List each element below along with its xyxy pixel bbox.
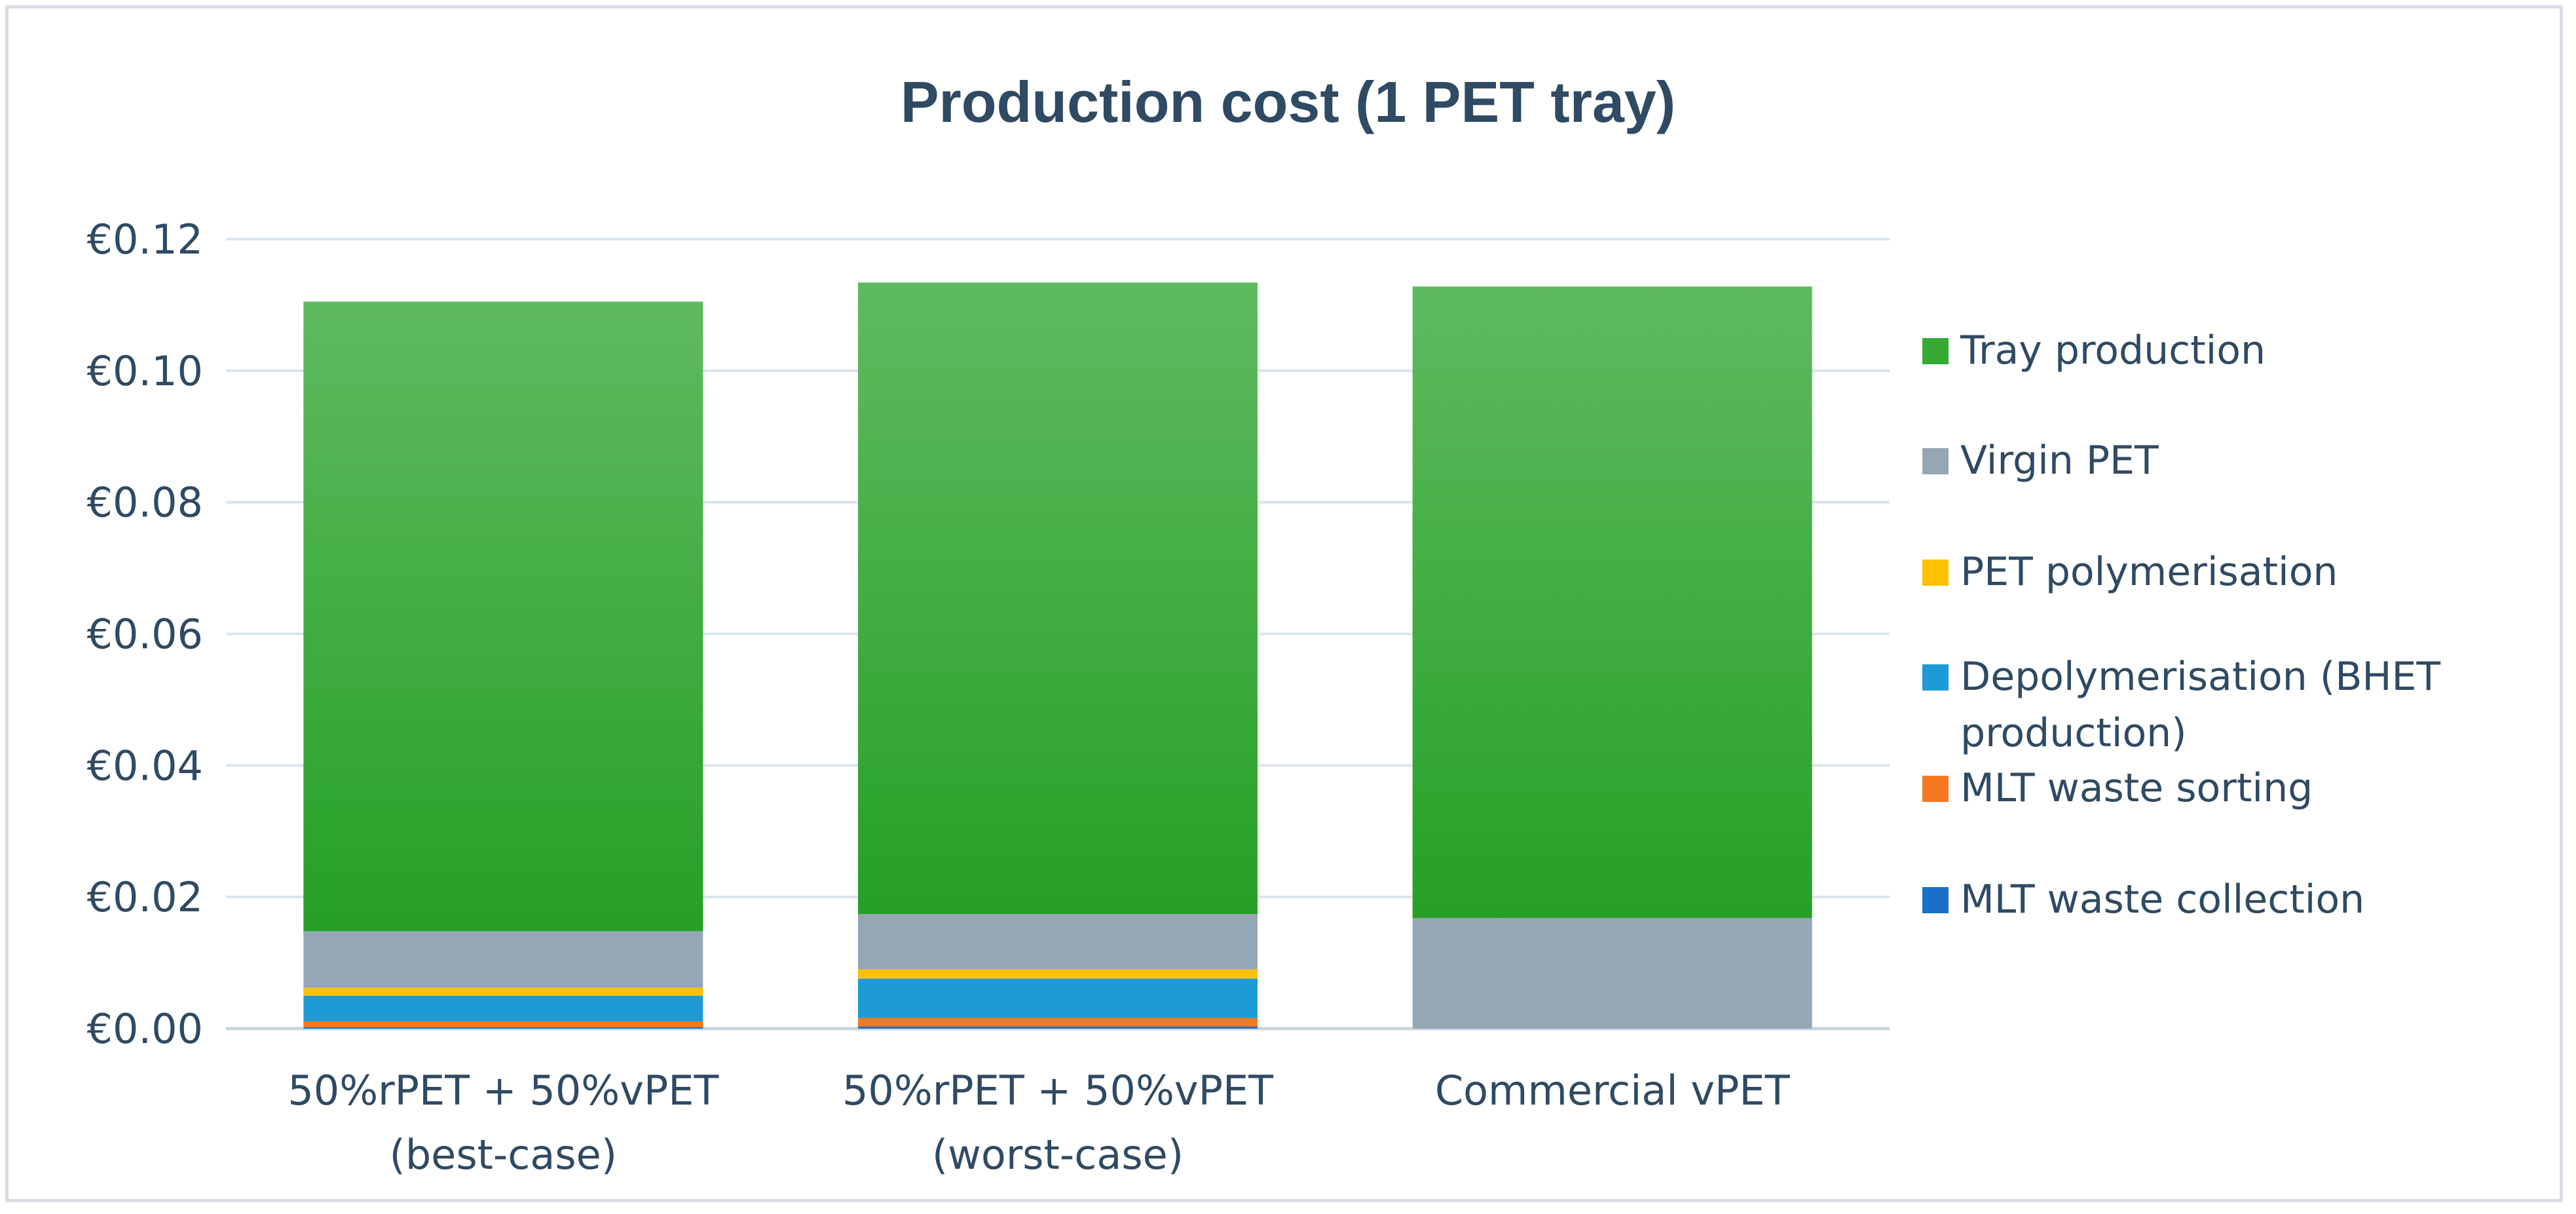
legend-label: Tray production (1960, 328, 2266, 373)
legend-label: Depolymerisation (BHET production) (1960, 654, 2441, 756)
y-tick-label: €0.12 (87, 216, 204, 263)
bar-segment-virgin-pet (1412, 918, 1812, 1029)
chart-title: Production cost (1 PET tray) (900, 69, 1676, 134)
legend-label: MLT waste sorting (1960, 765, 2313, 811)
bar-segment-tray-production (1412, 286, 1812, 919)
bar-segment-tray-production (858, 282, 1258, 915)
x-axis-category-labels: 50%rPET + 50%vPET (best-case) 50%rPET + 50… (288, 1067, 1790, 1179)
legend-item: Depolymerisation (BHET production) (1922, 649, 2511, 761)
legend-swatch (1922, 560, 1949, 586)
x-category-label: 50%rPET + 50%vPET (842, 1067, 1274, 1114)
x-category-label: (best-case) (390, 1131, 617, 1179)
x-category-label: 50%rPET + 50%vPET (288, 1067, 719, 1114)
bar-segment-virgin-pet (858, 914, 1258, 970)
bar-segment-virgin-pet (303, 931, 703, 988)
x-category-label: Commercial vPET (1435, 1067, 1791, 1114)
bar-segment-tray-production (303, 301, 703, 932)
legend-label: PET polymerisation (1960, 549, 2338, 595)
bar-segment-mlt-waste-sorting (303, 1021, 703, 1027)
bar-segment-depolymerisation-bhet-production (303, 995, 703, 1021)
bar-segment-pet-polymerisation (858, 969, 1258, 979)
legend-swatch (1922, 338, 1949, 364)
y-tick-label: €0.10 (87, 347, 204, 395)
bar-segment-mlt-waste-sorting (858, 1017, 1258, 1027)
legend-item: PET polymerisation (1922, 544, 2511, 600)
bar-segment-depolymerisation-bhet-production (858, 978, 1258, 1018)
y-tick-label: €0.04 (87, 742, 204, 789)
legend-swatch (1922, 448, 1949, 474)
legend-swatch (1922, 664, 1949, 691)
legend-item: Tray production (1922, 322, 2511, 379)
legend-label: Virgin PET (1960, 438, 2159, 484)
y-axis-tick-labels: €0.00 €0.02 €0.04 €0.06 €0.08 €0.10 €0.12 (87, 216, 204, 1053)
legend-item: MLT waste collection (1922, 871, 2511, 928)
legend-swatch (1922, 887, 1949, 913)
legend-swatch (1922, 776, 1949, 802)
y-tick-label: €0.06 (87, 611, 204, 658)
x-category-label: (worst-case) (932, 1131, 1184, 1179)
y-tick-label: €0.00 (87, 1005, 204, 1053)
legend-item: Virgin PET (1922, 432, 2511, 489)
bar-segment-mlt-waste-collection (303, 1027, 703, 1029)
legend-item: MLT waste sorting (1922, 760, 2511, 816)
y-tick-label: €0.02 (87, 873, 204, 921)
y-tick-label: €0.08 (87, 479, 204, 527)
bar-segment-mlt-waste-collection (858, 1026, 1258, 1029)
bar-segment-pet-polymerisation (303, 987, 703, 996)
bars (303, 282, 1812, 1029)
legend-label: MLT waste collection (1960, 877, 2365, 922)
